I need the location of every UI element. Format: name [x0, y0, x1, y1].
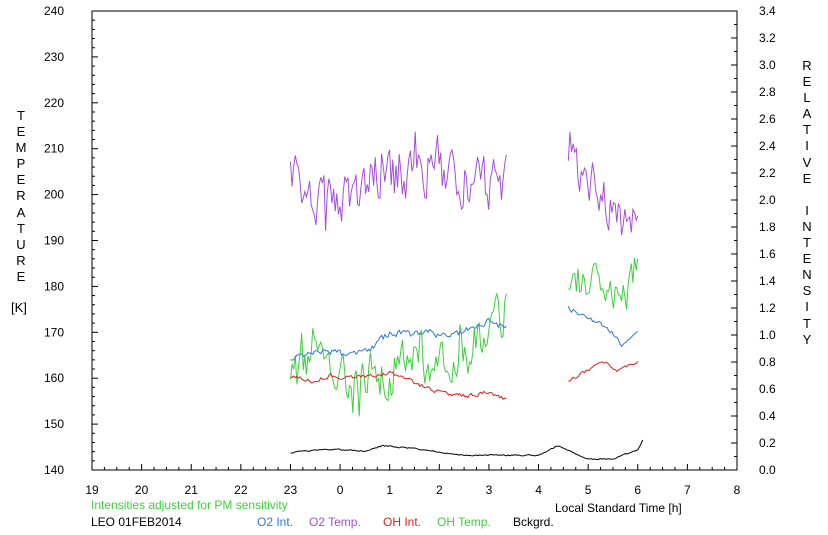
x-tick-label: 8: [734, 483, 741, 497]
axis-label-letter: E: [16, 172, 26, 188]
legend-item: Bckgrd.: [513, 515, 554, 529]
x-tick-label: 5: [585, 483, 592, 497]
x-tick-label: 4: [535, 483, 542, 497]
legend-item: OH Int.: [383, 515, 422, 529]
legend-item: OH Temp.: [437, 515, 491, 529]
axis-label-letter: T: [17, 108, 25, 123]
y-right-tick-label: 2.4: [759, 139, 776, 153]
y-right-tick-label: 2.2: [759, 166, 776, 180]
axis-label-letter: U: [16, 236, 26, 252]
y-right-tick-label: 3.0: [759, 58, 776, 72]
y-left-tick-label: 190: [44, 234, 64, 248]
intensity-note: Intensities adjusted for PM sensitivity: [91, 498, 288, 512]
axis-label-letter: Y: [802, 331, 812, 347]
axis-label-letter: E: [802, 74, 812, 90]
x-tick-label: 7: [684, 483, 691, 497]
y-right-tick-label: 0.4: [759, 409, 776, 423]
series-o2-int: [567, 306, 639, 348]
axis-label-letter: I: [805, 138, 809, 154]
axis-label-letter: I: [805, 202, 809, 218]
x-tick-label: 3: [486, 483, 493, 497]
axis-label-letter: A: [16, 204, 26, 220]
y-left-axis-unit: [K]: [11, 300, 27, 315]
x-tick-label: 6: [634, 483, 641, 497]
x-tick-label: 0: [337, 483, 344, 497]
axis-label-letter: R: [16, 188, 26, 204]
y-left-tick-label: 180: [44, 279, 64, 293]
series-o2-int: [290, 317, 507, 361]
y-right-tick-label: 1.8: [759, 220, 776, 234]
y-left-tick-label: 170: [44, 325, 64, 339]
y-right-tick-label: 0.6: [759, 382, 776, 396]
axis-label-letter: N: [802, 267, 812, 283]
axis-label-letter: E: [16, 268, 26, 284]
axis-label-letter: V: [802, 154, 812, 170]
y-right-tick-label: 2.6: [759, 112, 776, 126]
axis-label-letter: E: [16, 124, 26, 140]
series-bckgrd: [290, 439, 644, 460]
station-date: LEO 01FEB2014: [91, 515, 182, 529]
axis-ticks: 1401501601701801902002102202302400.00.20…: [44, 4, 776, 497]
y-right-tick-label: 3.2: [759, 31, 776, 45]
axis-label-letter: I: [805, 299, 809, 315]
axis-label-letter: L: [803, 90, 811, 106]
x-tick-label: 19: [85, 483, 99, 497]
series-oh-int: [568, 361, 639, 382]
y-right-tick-label: 2.0: [759, 193, 776, 207]
y-left-tick-label: 160: [44, 371, 64, 385]
axis-label-letter: S: [802, 283, 812, 299]
axis-label-letter: T: [803, 122, 811, 138]
y-left-tick-label: 200: [44, 188, 64, 202]
legend-item: O2 Int.: [257, 515, 294, 529]
y-right-tick-label: 1.0: [759, 328, 776, 342]
y-left-tick-label: 220: [44, 96, 64, 110]
x-axis-label: Local Standard Time [h]: [555, 501, 682, 515]
plot-frame: [91, 10, 738, 471]
y-right-tick-label: 0.2: [759, 436, 776, 450]
x-tick-label: 1: [386, 483, 393, 497]
y-left-tick-label: 230: [44, 50, 64, 64]
axis-label-letter: N: [802, 218, 812, 234]
axis-label-letter: E: [802, 170, 812, 186]
axis-label-letter: T: [803, 315, 811, 331]
y-right-tick-label: 2.8: [759, 85, 776, 99]
y-right-tick-label: 1.6: [759, 247, 776, 261]
x-tick-label: 23: [284, 483, 298, 497]
y-left-tick-label: 150: [44, 417, 64, 431]
y-right-tick-label: 0.0: [759, 463, 776, 477]
axis-label-letter: M: [15, 140, 27, 156]
x-tick-label: 2: [436, 483, 443, 497]
axis-label-letter: T: [803, 235, 811, 251]
series-oh-temp: [568, 257, 639, 310]
axis-label-letter: P: [16, 156, 26, 172]
y-right-tick-label: 1.2: [759, 301, 776, 315]
y-left-tick-label: 140: [44, 463, 64, 477]
x-tick-label: 21: [185, 483, 199, 497]
axis-label-letter: [800, 187, 814, 203]
y-left-tick-label: 240: [44, 4, 64, 18]
x-tick-label: 20: [135, 483, 149, 497]
y-right-tick-label: 3.4: [759, 4, 776, 18]
y-right-tick-label: 0.8: [759, 355, 776, 369]
plot-border: [91, 10, 738, 471]
series-o2-temp: [567, 132, 639, 236]
y-right-tick-label: 1.4: [759, 274, 776, 288]
x-tick-label: 22: [234, 483, 248, 497]
series-oh-temp: [290, 293, 507, 417]
axis-label-letter: E: [802, 251, 812, 267]
series-oh-int: [290, 370, 507, 401]
axis-label-letter: R: [802, 58, 812, 73]
series-o2-temp: [290, 131, 507, 231]
axis-label-letter: A: [802, 106, 812, 122]
axis-label-letter: R: [16, 252, 26, 268]
legend-item: O2 Temp.: [309, 515, 361, 529]
y-left-tick-label: 210: [44, 142, 64, 156]
axis-label-letter: T: [17, 220, 25, 236]
series-layer: [290, 131, 644, 460]
